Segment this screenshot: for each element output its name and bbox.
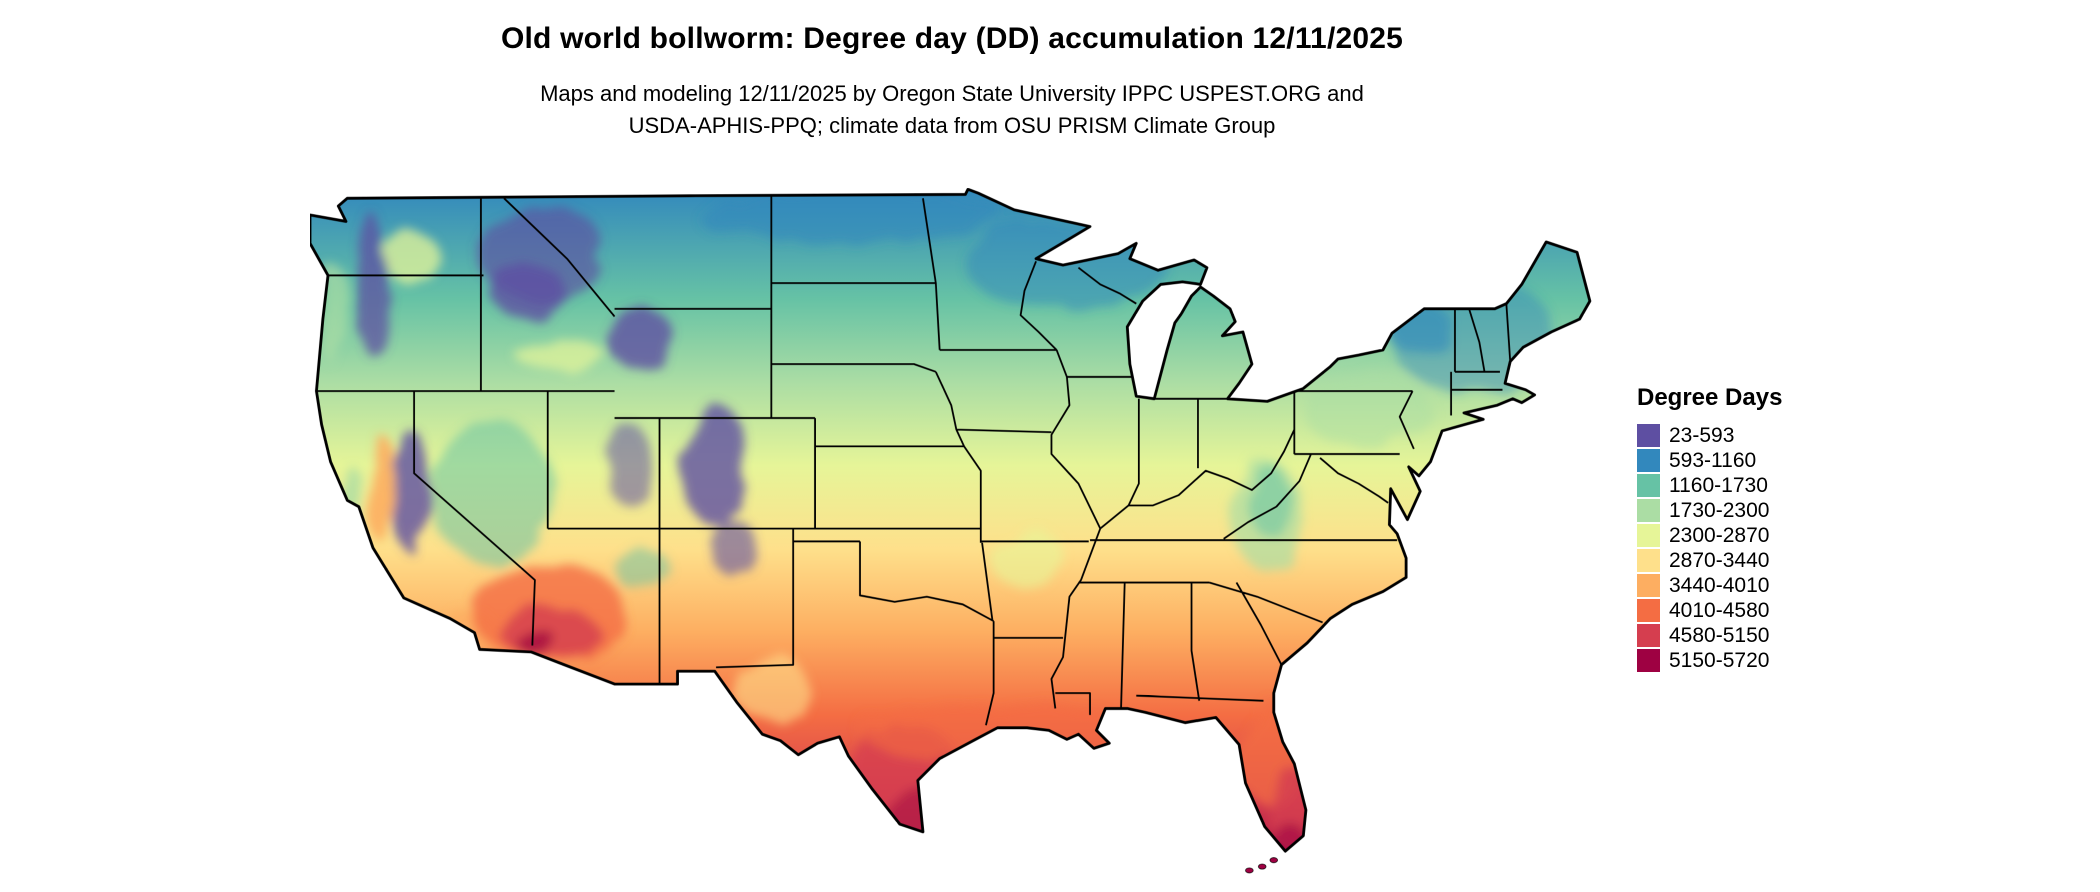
page-title: Old world bollworm: Degree day (DD) accu… — [500, 22, 1404, 55]
legend-range-label: 1730-2300 — [1669, 498, 1770, 522]
legend-swatch — [1637, 574, 1660, 597]
legend-item: 1160-1730 — [1637, 474, 1867, 497]
legend-range-label: 2300-2870 — [1669, 523, 1770, 547]
legend-swatch — [1637, 599, 1660, 622]
legend-item: 3440-4010 — [1637, 574, 1867, 597]
legend-item: 593-1160 — [1637, 449, 1867, 472]
florida-keys — [1245, 857, 1278, 874]
legend-range-label: 2870-3440 — [1669, 548, 1770, 572]
legend-swatch — [1637, 499, 1660, 522]
legend-range-label: 4580-5150 — [1669, 623, 1770, 647]
legend-swatch — [1637, 549, 1660, 572]
legend: Degree Days 23-593 593-1160 1160-1730 1730-… — [1637, 384, 1867, 674]
legend-range-label: 4010-4580 — [1669, 598, 1770, 622]
map-header: Old world bollworm: Degree day (DD) accu… — [0, 22, 1904, 142]
legend-title: Degree Days — [1637, 384, 1783, 411]
legend-range-label: 593-1160 — [1669, 448, 1757, 472]
legend-item: 2870-3440 — [1637, 549, 1867, 572]
legend-swatch — [1637, 474, 1660, 497]
us-map-svg — [310, 188, 1592, 874]
page-subtitle: Maps and modeling 12/11/2025 by Oregon S… — [0, 78, 1904, 142]
legend-item: 4010-4580 — [1637, 599, 1867, 622]
legend-swatch — [1637, 524, 1660, 547]
legend-swatch — [1637, 624, 1660, 647]
us-outline — [310, 188, 1592, 853]
legend-item: 5150-5720 — [1637, 649, 1867, 672]
legend-items: 23-593 593-1160 1160-1730 1730-2300 2300-287… — [1637, 424, 1867, 672]
legend-item: 2300-2870 — [1637, 524, 1867, 547]
subtitle-line-2: USDA-APHIS-PPQ; climate data from OSU PR… — [628, 112, 1276, 138]
legend-swatch — [1637, 424, 1660, 447]
legend-item: 4580-5150 — [1637, 624, 1867, 647]
legend-range-label: 3440-4010 — [1669, 573, 1770, 597]
us-degree-day-map — [310, 188, 1595, 882]
state-borders — [316, 195, 1512, 726]
legend-item: 1730-2300 — [1637, 499, 1867, 522]
legend-range-label: 5150-5720 — [1669, 648, 1770, 672]
legend-item: 23-593 — [1637, 424, 1867, 447]
legend-swatch — [1637, 449, 1660, 472]
legend-range-label: 1160-1730 — [1669, 473, 1768, 497]
legend-range-label: 23-593 — [1669, 423, 1735, 447]
degree-day-raster — [310, 189, 1590, 852]
legend-swatch — [1637, 649, 1660, 672]
subtitle-line-1: Maps and modeling 12/11/2025 by Oregon S… — [540, 81, 1364, 106]
